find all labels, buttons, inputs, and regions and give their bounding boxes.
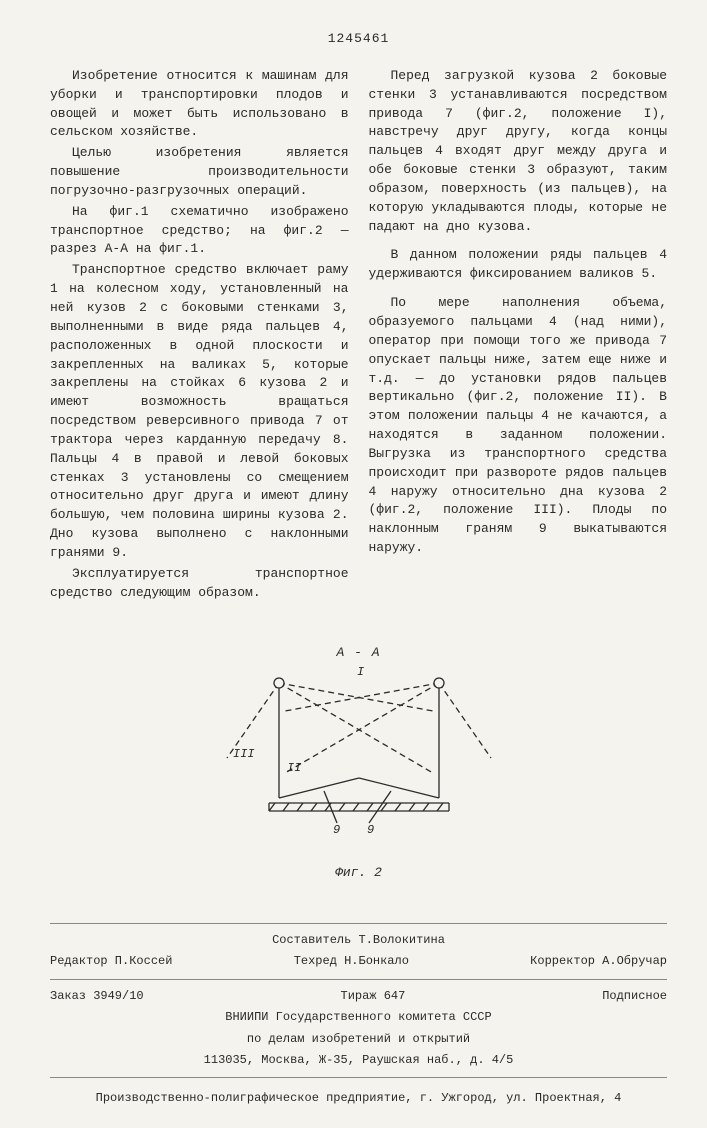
- meta-section: Составитель Т.Волокитина Редактор П.Косс…: [50, 923, 667, 1108]
- tech: Техред Н.Бонкало: [294, 953, 409, 970]
- svg-text:II: II: [287, 761, 301, 775]
- svg-text:I: I: [357, 665, 364, 679]
- org-line-1: ВНИИПИ Государственного комитета СССР: [50, 1007, 667, 1028]
- paragraph: В данном положении ряды пальцев 4 удержи…: [369, 246, 668, 284]
- subscription: Подписное: [602, 988, 667, 1005]
- page-number: 1245461: [50, 30, 667, 49]
- figure-caption: Фиг. 2: [50, 864, 667, 883]
- paragraph: По мере наполнения объема, образуемого п…: [369, 294, 668, 558]
- left-column: Изобретение относится к машинам для убор…: [50, 67, 349, 605]
- paragraph: Транспортное средство включает раму 1 на…: [50, 261, 349, 563]
- divider: [50, 923, 667, 924]
- paragraph: Изобретение относится к машинам для убор…: [50, 67, 349, 142]
- corrector: Корректор А.Обручар: [530, 953, 667, 970]
- right-column: Перед загрузкой кузова 2 боковые стенки …: [369, 67, 668, 605]
- text-columns: Изобретение относится к машинам для убор…: [50, 67, 667, 605]
- org-line-2: по делам изобретений и открытий: [50, 1029, 667, 1050]
- tirage: Тираж 647: [341, 988, 406, 1005]
- figure-section: А - А IIIIII99 Фиг. 2: [50, 644, 667, 883]
- editor-row: Редактор П.Коссей Техред Н.Бонкало Корре…: [50, 951, 667, 972]
- footer-line: Производственно-полиграфическое предприя…: [50, 1084, 667, 1107]
- paragraph: Эксплуатируется транспортное средство сл…: [50, 565, 349, 603]
- paragraph: Целью изобретения является повышение про…: [50, 144, 349, 201]
- divider: [50, 1077, 667, 1078]
- paragraph: Перед загрузкой кузова 2 боковые стенки …: [369, 67, 668, 237]
- svg-text:9: 9: [367, 823, 374, 837]
- editor: Редактор П.Коссей: [50, 953, 172, 970]
- divider: [50, 979, 667, 980]
- figure-section-label: А - А: [50, 644, 667, 663]
- svg-text:III: III: [233, 747, 255, 761]
- address-line: 113035, Москва, Ж-35, Раушская наб., д. …: [50, 1050, 667, 1071]
- compiler-line: Составитель Т.Волокитина: [50, 930, 667, 951]
- svg-text:9: 9: [333, 823, 340, 837]
- figure-diagram: IIIIII99: [209, 663, 509, 860]
- paragraph: На фиг.1 схематично изображено транспорт…: [50, 203, 349, 260]
- order-row: Заказ 3949/10 Тираж 647 Подписное: [50, 986, 667, 1007]
- order: Заказ 3949/10: [50, 988, 144, 1005]
